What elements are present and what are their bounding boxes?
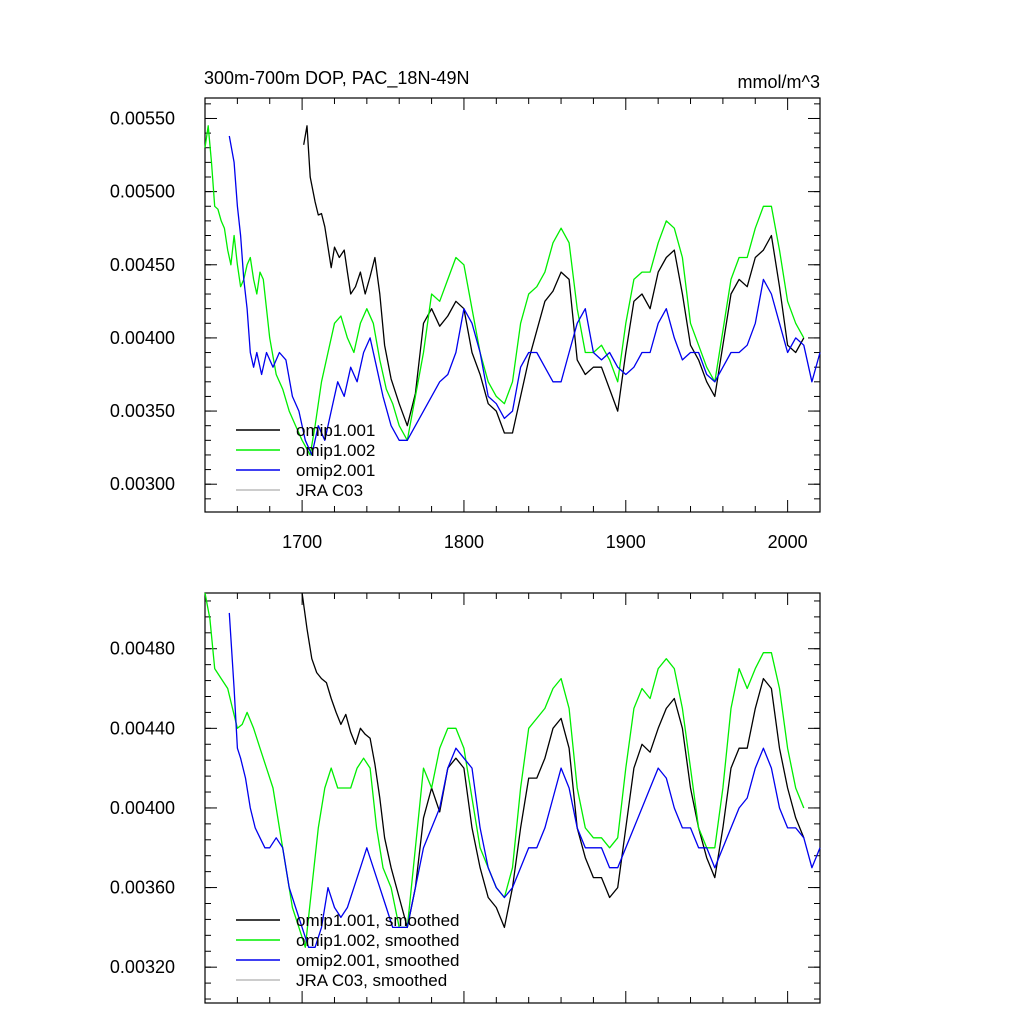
panel2-series-line-3 bbox=[228, 612, 821, 948]
panel2-y-tick-label: 0.00360 bbox=[110, 878, 175, 898]
panel1-series-line-1 bbox=[303, 125, 805, 434]
panel2-legend-label-3: omip2.001, smoothed bbox=[296, 951, 460, 970]
panel1-plot-frame bbox=[204, 97, 821, 513]
panel2-y-tick-label: 0.00400 bbox=[110, 798, 175, 818]
panel2-y-tick-label: 0.00440 bbox=[110, 718, 175, 738]
panel2-series-line-2 bbox=[204, 592, 805, 948]
panel2-legend-label-4: JRA C03, smoothed bbox=[296, 971, 447, 990]
panel1-legend-label-2: omip1.002 bbox=[296, 441, 375, 460]
panel1-y-tick-label: 0.00500 bbox=[110, 182, 175, 202]
panel1-legend-label-3: omip2.001 bbox=[296, 461, 375, 480]
chart-title: 300m-700m DOP, PAC_18N-49N bbox=[204, 68, 469, 89]
panel2-plot-frame bbox=[204, 592, 821, 1004]
panel1-x-tick-label: 1800 bbox=[444, 532, 484, 552]
panel1-y-tick-label: 0.00550 bbox=[110, 108, 175, 128]
panel1-legend-label-4: JRA C03 bbox=[296, 481, 363, 500]
units-label: mmol/m^3 bbox=[738, 72, 820, 92]
panel2-y-tick-label: 0.00480 bbox=[110, 639, 175, 659]
panel2-y-tick-label: 0.00320 bbox=[110, 957, 175, 977]
panel1-x-tick-label: 2000 bbox=[768, 532, 808, 552]
panel1-x-tick-label: 1900 bbox=[606, 532, 646, 552]
panel1-y-tick-label: 0.00450 bbox=[110, 255, 175, 275]
panel1-x-tick-label: 1700 bbox=[282, 532, 322, 552]
panel1-y-tick-label: 0.00350 bbox=[110, 401, 175, 421]
panel1-series-line-2 bbox=[204, 125, 805, 456]
panel2-legend-label-1: omip1.001, smoothed bbox=[296, 911, 460, 930]
panel2-series-line-1 bbox=[301, 592, 805, 929]
panel1-y-tick-label: 0.00300 bbox=[110, 474, 175, 494]
panel2-legend-label-2: omip1.002, smoothed bbox=[296, 931, 460, 950]
panel1-series-line-3 bbox=[228, 135, 821, 456]
panel1-legend-label-1: omip1.001 bbox=[296, 421, 375, 440]
panel1-y-tick-label: 0.00400 bbox=[110, 328, 175, 348]
